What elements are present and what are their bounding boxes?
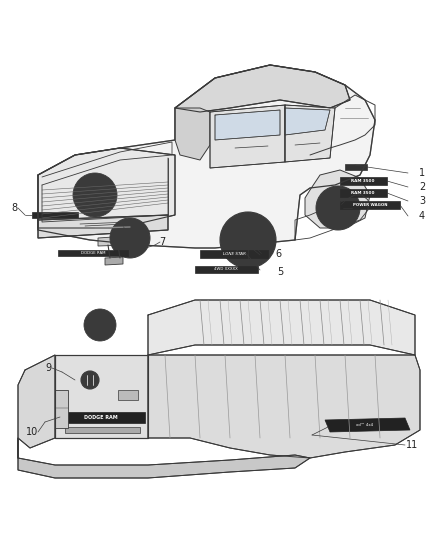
Polygon shape	[105, 257, 123, 265]
Text: 6: 6	[275, 249, 281, 259]
Text: DODGE RAM: DODGE RAM	[84, 415, 118, 420]
Polygon shape	[58, 412, 145, 423]
Polygon shape	[340, 177, 387, 185]
Polygon shape	[325, 418, 410, 432]
Polygon shape	[18, 355, 55, 448]
Text: 4WD XXXXX: 4WD XXXXX	[214, 268, 238, 271]
Text: 11: 11	[406, 440, 418, 450]
Text: 3: 3	[419, 196, 425, 206]
Circle shape	[84, 309, 116, 341]
Text: 2: 2	[419, 182, 425, 192]
Text: RAM 3500: RAM 3500	[351, 179, 375, 183]
Polygon shape	[210, 105, 285, 168]
Polygon shape	[65, 427, 140, 433]
Circle shape	[316, 186, 360, 230]
Polygon shape	[285, 108, 330, 135]
Polygon shape	[38, 65, 375, 248]
Polygon shape	[38, 148, 175, 228]
Text: 4: 4	[419, 211, 425, 221]
Circle shape	[241, 233, 255, 247]
Circle shape	[125, 233, 135, 243]
Text: POWER WAGON: POWER WAGON	[353, 203, 387, 207]
Polygon shape	[148, 300, 415, 355]
Circle shape	[110, 218, 150, 258]
Text: 7: 7	[159, 237, 165, 247]
Text: LONE STAR: LONE STAR	[223, 252, 245, 256]
Polygon shape	[55, 390, 68, 428]
Polygon shape	[340, 189, 387, 197]
Circle shape	[220, 212, 276, 268]
Polygon shape	[305, 170, 370, 228]
Polygon shape	[285, 105, 335, 162]
Polygon shape	[175, 108, 210, 160]
Polygon shape	[32, 212, 78, 218]
Text: RAM 3500: RAM 3500	[351, 191, 375, 195]
Polygon shape	[148, 355, 420, 458]
Text: 8: 8	[11, 203, 17, 213]
Polygon shape	[18, 438, 310, 478]
Circle shape	[73, 173, 117, 217]
Polygon shape	[38, 215, 168, 238]
Text: xd™ 4x4: xd™ 4x4	[357, 423, 374, 427]
Text: 9: 9	[45, 363, 51, 373]
Text: 10: 10	[26, 427, 38, 437]
Polygon shape	[200, 250, 268, 258]
Polygon shape	[175, 65, 350, 112]
Polygon shape	[98, 236, 128, 246]
Circle shape	[333, 203, 343, 213]
Polygon shape	[345, 164, 367, 170]
Circle shape	[81, 371, 99, 389]
Polygon shape	[195, 266, 258, 273]
Polygon shape	[118, 390, 138, 400]
Text: 5: 5	[277, 267, 283, 277]
Polygon shape	[340, 201, 400, 209]
Text: 1: 1	[419, 168, 425, 178]
Text: DODGE RAM: DODGE RAM	[81, 251, 105, 255]
Polygon shape	[58, 250, 128, 256]
Polygon shape	[55, 355, 148, 438]
Polygon shape	[215, 110, 280, 140]
